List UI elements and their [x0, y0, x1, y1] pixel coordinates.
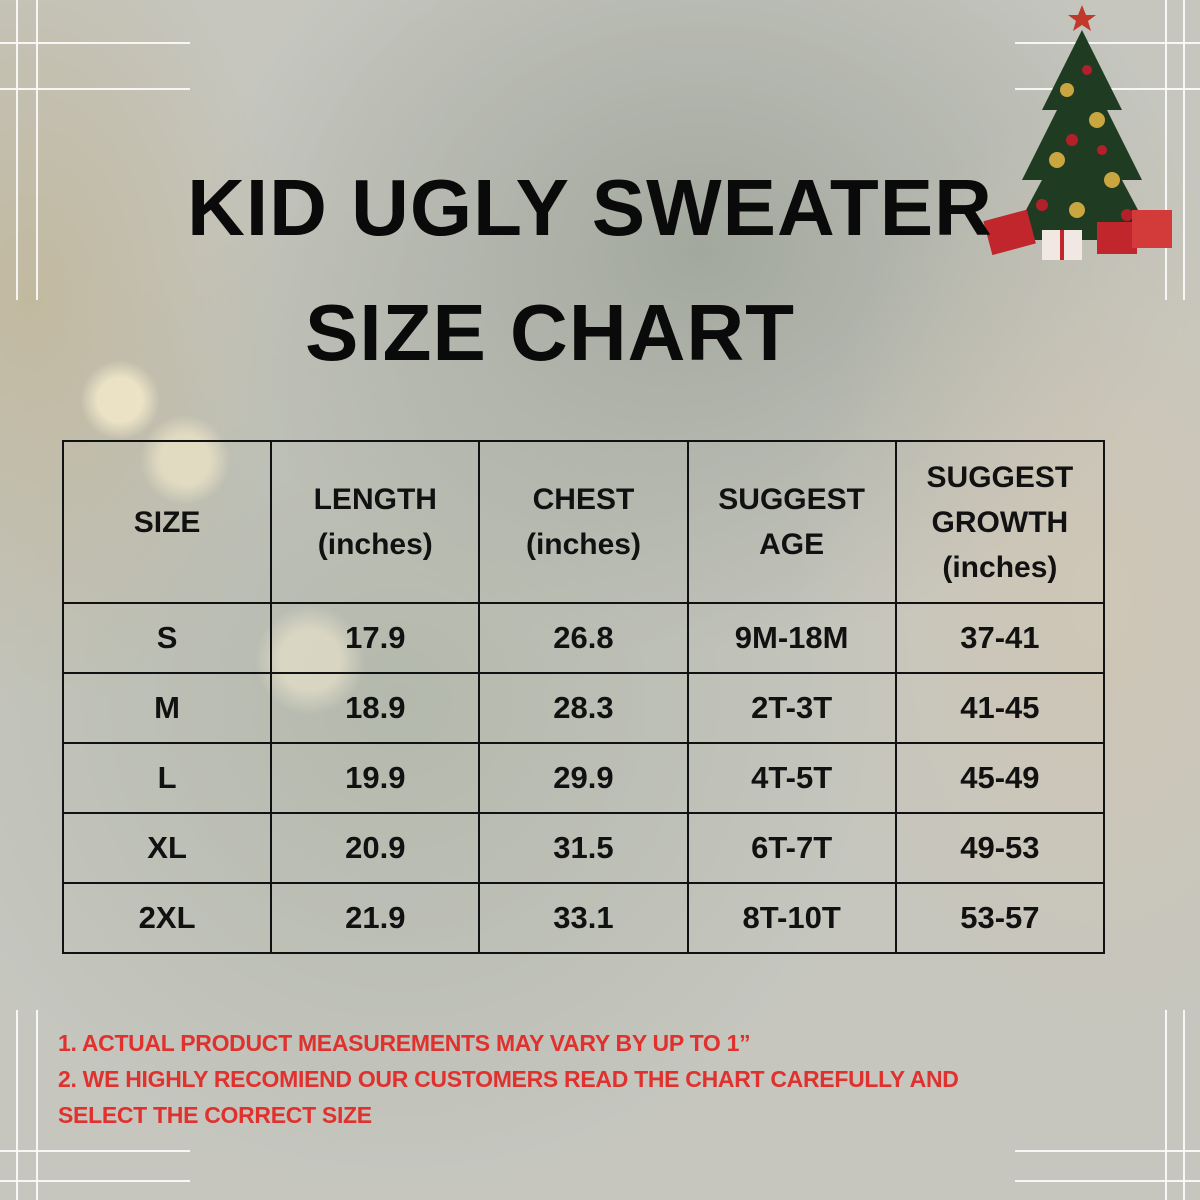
corner-frame — [1015, 1180, 1200, 1182]
header-suggest-age: SUGGEST AGE — [686, 440, 897, 604]
cell-size: 2XL — [61, 882, 273, 954]
size-chart-table: SIZE LENGTH (inches) CHEST (inches) SUGGES… — [61, 440, 1106, 954]
cell-age: 9M-18M — [686, 602, 897, 674]
cell-age: 2T-3T — [686, 672, 897, 744]
page-subtitle: SIZE CHART — [305, 288, 795, 377]
header-size: SIZE — [61, 440, 273, 604]
corner-frame — [1015, 42, 1200, 44]
cell-length: 18.9 — [270, 672, 481, 744]
cell-size: S — [61, 602, 273, 674]
table-row: M 18.9 28.3 2T-3T 41-45 — [61, 672, 1106, 744]
cell-age: 8T-10T — [686, 882, 897, 954]
cell-size: M — [61, 672, 273, 744]
corner-frame — [1015, 1150, 1200, 1152]
cell-growth: 41-45 — [894, 672, 1106, 744]
table-header-row: SIZE LENGTH (inches) CHEST (inches) SUGGES… — [61, 440, 1106, 604]
cell-chest: 28.3 — [478, 672, 689, 744]
table-row: L 19.9 29.9 4T-5T 45-49 — [61, 742, 1106, 814]
cell-size: XL — [61, 812, 273, 884]
corner-frame — [0, 1180, 190, 1182]
cell-length: 19.9 — [270, 742, 481, 814]
christmas-tree-icon — [983, 5, 1172, 260]
cell-chest: 33.1 — [478, 882, 689, 954]
cell-age: 6T-7T — [686, 812, 897, 884]
corner-frame — [1183, 1010, 1185, 1200]
table-row: XL 20.9 31.5 6T-7T 49-53 — [61, 812, 1106, 884]
note-2-continued: SELECT THE CORRECT SIZE — [58, 1102, 372, 1128]
corner-frame — [0, 88, 190, 90]
note-2: 2. WE HIGHLY RECOMIEND OUR CUSTOMERS REA… — [58, 1066, 959, 1092]
cell-length: 21.9 — [270, 882, 481, 954]
header-suggest-growth: SUGGEST GROWTH (inches) — [894, 440, 1106, 604]
header-chest: CHEST (inches) — [478, 440, 689, 604]
cell-size: L — [61, 742, 273, 814]
corner-frame — [16, 0, 18, 300]
cell-age: 4T-5T — [686, 742, 897, 814]
cell-length: 20.9 — [270, 812, 481, 884]
cell-chest: 31.5 — [478, 812, 689, 884]
cell-growth: 53-57 — [894, 882, 1106, 954]
cell-length: 17.9 — [270, 602, 481, 674]
note-1: 1. ACTUAL PRODUCT MEASUREMENTS MAY VARY … — [58, 1030, 751, 1056]
cell-chest: 26.8 — [478, 602, 689, 674]
cell-chest: 29.9 — [478, 742, 689, 814]
corner-frame — [1183, 0, 1185, 300]
table-row: S 17.9 26.8 9M-18M 37-41 — [61, 602, 1106, 674]
corner-frame — [1165, 1010, 1167, 1200]
corner-frame — [36, 0, 38, 300]
cell-growth: 45-49 — [894, 742, 1106, 814]
corner-frame — [1165, 0, 1167, 300]
table-row: 2XL 21.9 33.1 8T-10T 53-57 — [61, 882, 1106, 954]
cell-growth: 37-41 — [894, 602, 1106, 674]
header-length: LENGTH (inches) — [270, 440, 481, 604]
notes: 1. ACTUAL PRODUCT MEASUREMENTS MAY VARY … — [58, 1025, 959, 1133]
corner-frame — [0, 1150, 190, 1152]
cell-growth: 49-53 — [894, 812, 1106, 884]
corner-frame — [16, 1010, 18, 1200]
corner-frame — [36, 1010, 38, 1200]
corner-frame — [0, 42, 190, 44]
page-title: KID UGLY SWEATER — [187, 163, 993, 252]
